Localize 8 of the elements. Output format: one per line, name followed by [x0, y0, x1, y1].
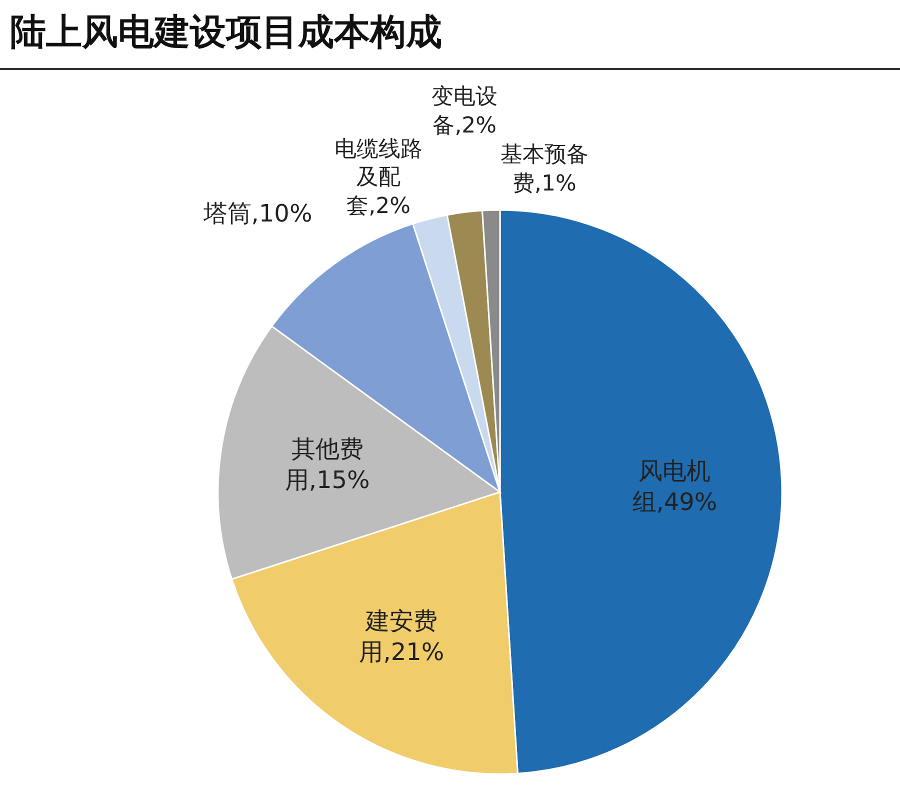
slice-label: 变电设备,2%: [432, 84, 498, 138]
slice-label: 建安费用,21%: [358, 605, 445, 668]
chart-title: 陆上风电建设项目成本构成: [10, 10, 442, 55]
slice-label: 基本预备费,1%: [499, 142, 590, 198]
slice-label: 电缆线路及配套,2%: [334, 136, 424, 222]
slice-label: 其他费用,15%: [284, 433, 371, 496]
slice-label: 风电机组,49%: [632, 455, 718, 518]
slice-label: 塔筒,10%: [203, 198, 312, 230]
